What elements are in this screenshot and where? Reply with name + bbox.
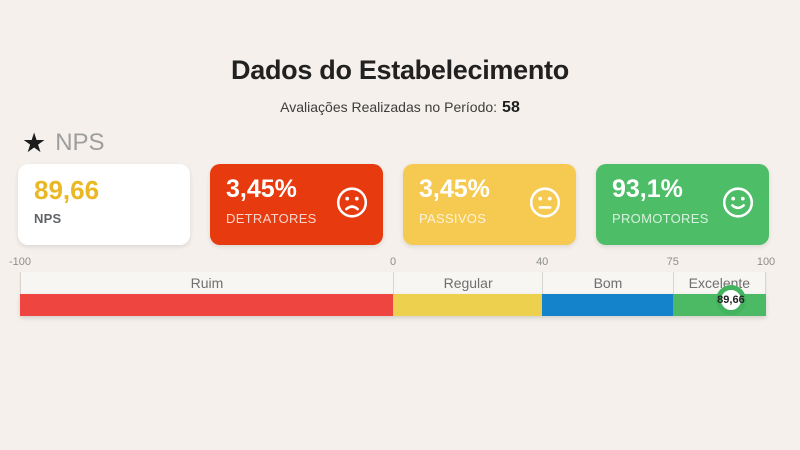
evaluations-label: Avaliações Realizadas no Período: (280, 99, 498, 115)
gauge-color-bar: 89,66 (20, 285, 766, 316)
sad-face-icon (334, 184, 370, 225)
nps-score-card: 89,66 NPS (18, 164, 190, 245)
gauge-tick: 40 (536, 256, 549, 268)
gauge-category-band: Ruim Regular Bom Excelente (20, 272, 766, 294)
gauge-category-ruim: Ruim (20, 272, 393, 294)
nps-cards-row: 89,66 NPS 3,45% DETRATORES 3,45% PASSIVO… (18, 164, 769, 245)
gauge-tick: -100 (8, 256, 32, 268)
promoters-label: PROMOTORES (612, 211, 709, 226)
gauge-axis-ticks: -100 0 40 75 100 (9, 256, 775, 272)
star-icon: ★ (22, 127, 47, 158)
nps-score-label: NPS (34, 211, 62, 226)
gauge-category-regular: Regular (393, 272, 542, 294)
nps-score-value: 89,66 (34, 175, 100, 205)
passives-card: 3,45% PASSIVOS (403, 164, 576, 245)
gauge-tick: 0 (389, 256, 397, 268)
evaluations-count: 58 (502, 99, 520, 116)
gauge-segment-bom (542, 294, 673, 316)
promoters-card: 93,1% PROMOTORES (596, 164, 769, 245)
page-title: Dados do Estabelecimento (231, 55, 569, 85)
gauge-score-marker: 89,66 (715, 285, 746, 315)
nps-section-title: NPS (55, 129, 105, 156)
nps-gauge: -100 0 40 75 100 Ruim Regular Bom Excele… (9, 256, 775, 316)
passives-label: PASSIVOS (419, 211, 487, 226)
gauge-tick: 100 (756, 256, 776, 268)
detractors-value: 3,45% (226, 175, 297, 203)
detractors-card: 3,45% DETRATORES (210, 164, 383, 245)
detractors-label: DETRATORES (226, 211, 317, 226)
gauge-category-bom: Bom (542, 272, 673, 294)
happy-face-icon (720, 184, 756, 225)
gauge-tick: 75 (666, 256, 679, 268)
nps-section-header: ★ NPS (22, 129, 105, 157)
gauge-segment-ruim (20, 294, 393, 316)
passives-value: 3,45% (419, 175, 490, 203)
neutral-face-icon (527, 184, 563, 225)
gauge-segment-regular (393, 294, 543, 316)
evaluations-subtitle: Avaliações Realizadas no Período: 58 (0, 99, 800, 117)
promoters-value: 93,1% (612, 175, 683, 203)
